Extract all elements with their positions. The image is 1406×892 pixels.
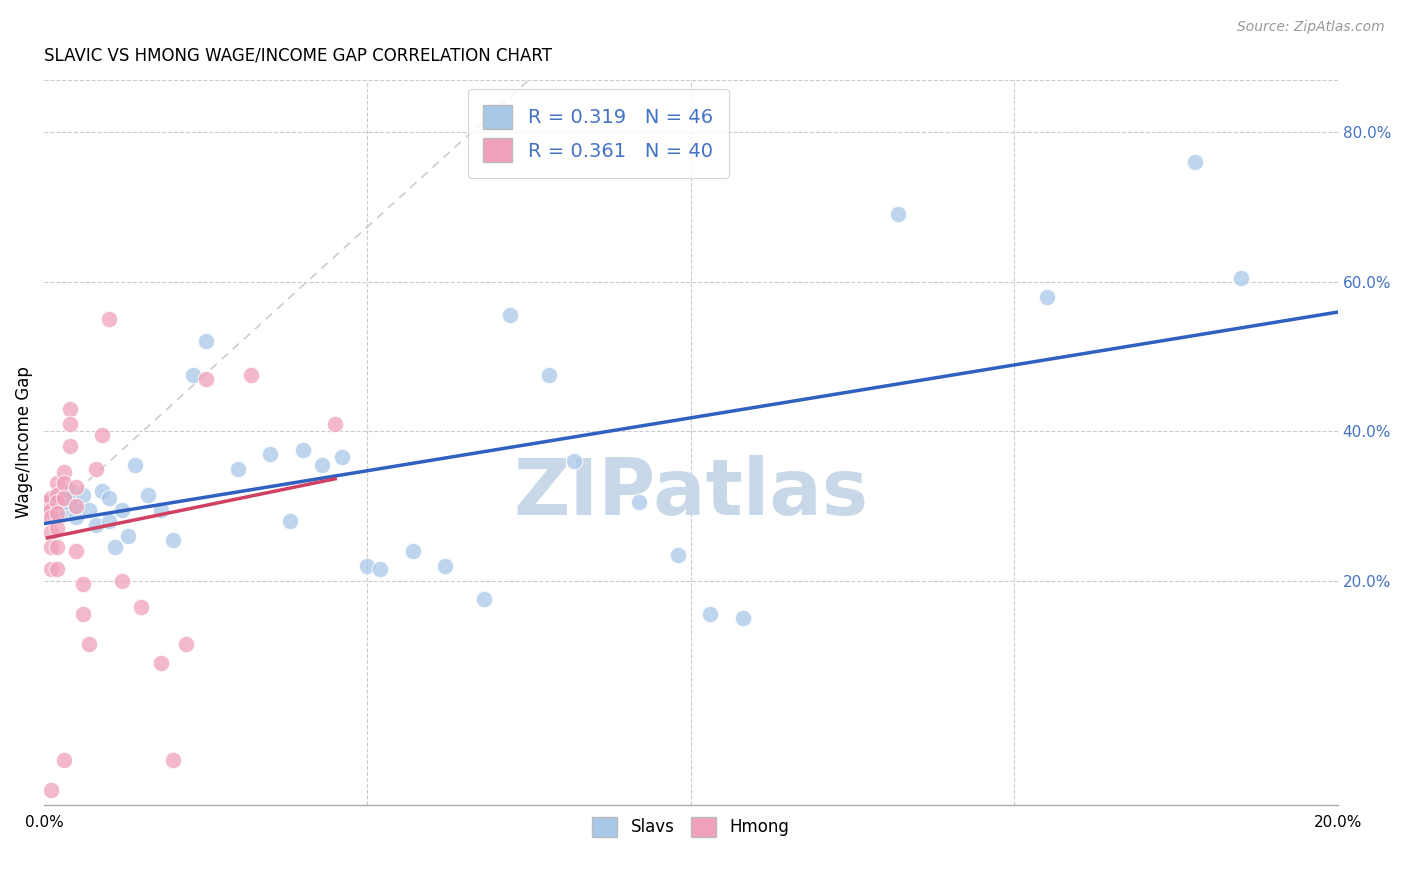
Point bbox=[434, 558, 457, 573]
Point bbox=[72, 488, 94, 502]
Point bbox=[46, 562, 69, 576]
Point bbox=[149, 656, 172, 670]
Point bbox=[46, 507, 69, 521]
Point bbox=[628, 495, 651, 509]
Point bbox=[194, 334, 217, 349]
Point bbox=[79, 502, 101, 516]
Point bbox=[39, 491, 62, 506]
Y-axis label: Wage/Income Gap: Wage/Income Gap bbox=[15, 367, 32, 518]
Point bbox=[72, 607, 94, 622]
Point bbox=[37, 502, 59, 516]
Point bbox=[39, 562, 62, 576]
Point bbox=[564, 454, 586, 468]
Point bbox=[39, 524, 62, 539]
Point bbox=[39, 510, 62, 524]
Point bbox=[97, 514, 120, 528]
Point bbox=[37, 495, 59, 509]
Point bbox=[52, 476, 75, 491]
Legend: Slavs, Hmong: Slavs, Hmong bbox=[586, 810, 796, 844]
Point bbox=[84, 517, 107, 532]
Point bbox=[181, 368, 204, 382]
Point bbox=[52, 465, 75, 479]
Point bbox=[278, 514, 301, 528]
Point bbox=[537, 368, 560, 382]
Point bbox=[46, 521, 69, 535]
Point bbox=[117, 529, 139, 543]
Point bbox=[104, 540, 127, 554]
Point bbox=[46, 540, 69, 554]
Point bbox=[65, 499, 87, 513]
Point bbox=[176, 637, 198, 651]
Point bbox=[65, 510, 87, 524]
Point bbox=[97, 312, 120, 326]
Point bbox=[370, 562, 392, 576]
Point bbox=[666, 548, 689, 562]
Point bbox=[291, 442, 314, 457]
Point bbox=[65, 543, 87, 558]
Point bbox=[330, 450, 353, 465]
Point bbox=[162, 533, 184, 547]
Point bbox=[59, 417, 82, 431]
Point bbox=[111, 502, 134, 516]
Point bbox=[59, 491, 82, 506]
Point bbox=[46, 495, 69, 509]
Point bbox=[97, 491, 120, 506]
Point bbox=[84, 461, 107, 475]
Point bbox=[65, 480, 87, 494]
Point bbox=[46, 488, 69, 502]
Point bbox=[65, 499, 87, 513]
Point bbox=[52, 502, 75, 516]
Point bbox=[111, 574, 134, 588]
Point bbox=[1229, 270, 1251, 285]
Point bbox=[149, 502, 172, 516]
Point bbox=[91, 483, 114, 498]
Point bbox=[129, 599, 152, 614]
Point bbox=[79, 637, 101, 651]
Point bbox=[39, 502, 62, 516]
Point bbox=[52, 491, 75, 506]
Point bbox=[356, 558, 378, 573]
Point bbox=[91, 428, 114, 442]
Point bbox=[46, 488, 69, 502]
Point bbox=[402, 543, 425, 558]
Point bbox=[46, 476, 69, 491]
Point bbox=[1184, 155, 1206, 169]
Point bbox=[472, 592, 495, 607]
Point bbox=[39, 783, 62, 797]
Point bbox=[59, 439, 82, 453]
Text: SLAVIC VS HMONG WAGE/INCOME GAP CORRELATION CHART: SLAVIC VS HMONG WAGE/INCOME GAP CORRELAT… bbox=[44, 46, 553, 64]
Point bbox=[1035, 289, 1057, 303]
Point bbox=[699, 607, 721, 622]
Text: ZIPatlas: ZIPatlas bbox=[513, 455, 869, 531]
Point bbox=[39, 540, 62, 554]
Point bbox=[499, 308, 522, 322]
Point bbox=[39, 495, 62, 509]
Point bbox=[46, 491, 69, 506]
Point bbox=[52, 753, 75, 767]
Point bbox=[731, 611, 754, 625]
Point bbox=[226, 461, 249, 475]
Point bbox=[52, 495, 75, 509]
Point bbox=[72, 577, 94, 591]
Point bbox=[59, 483, 82, 498]
Point bbox=[194, 372, 217, 386]
Text: Source: ZipAtlas.com: Source: ZipAtlas.com bbox=[1237, 20, 1385, 34]
Point bbox=[59, 401, 82, 416]
Point bbox=[136, 488, 159, 502]
Point bbox=[887, 207, 910, 221]
Point bbox=[240, 368, 263, 382]
Point bbox=[323, 417, 346, 431]
Point bbox=[311, 458, 333, 472]
Point bbox=[162, 753, 184, 767]
Point bbox=[259, 446, 281, 460]
Point bbox=[124, 458, 146, 472]
